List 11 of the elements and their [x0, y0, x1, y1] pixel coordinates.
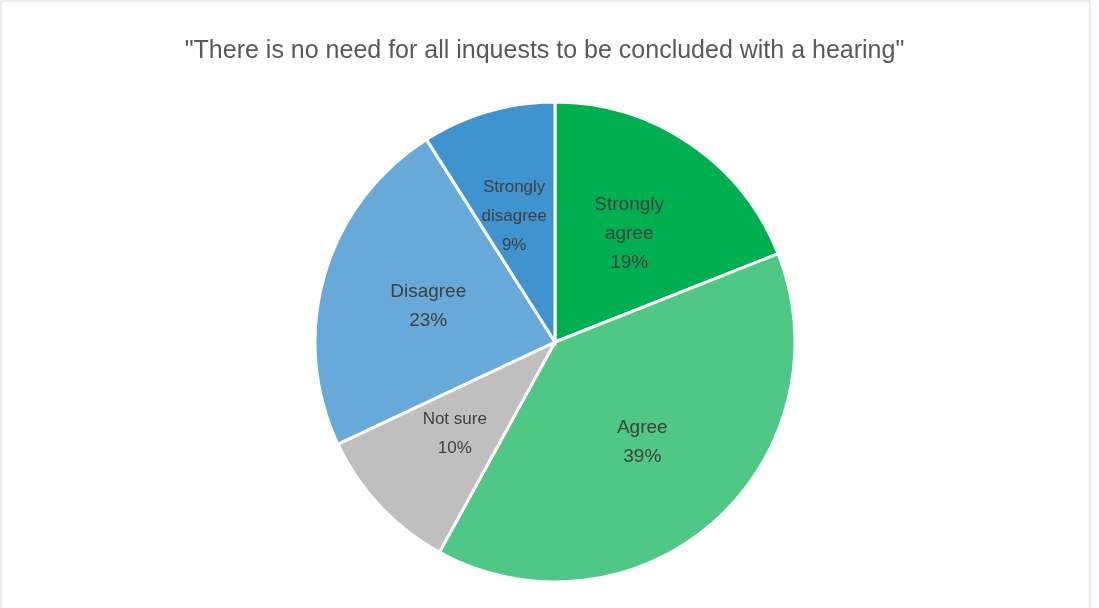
slice-label: Disagree	[390, 279, 467, 301]
slice-label: Strongly disagree	[481, 177, 547, 226]
data-label: 19%	[610, 250, 649, 272]
data-label: 39%	[623, 444, 662, 466]
chart-title: "There is no need for all inquests to be concluded with a hearing"	[184, 35, 905, 63]
slice-label: Strongly agree	[594, 192, 665, 243]
slice-label: Not sure	[422, 408, 487, 428]
slice-label: Agree	[616, 415, 668, 437]
data-label: 23%	[409, 308, 448, 330]
data-label: 10%	[437, 437, 472, 457]
data-label: 9%	[501, 235, 527, 255]
